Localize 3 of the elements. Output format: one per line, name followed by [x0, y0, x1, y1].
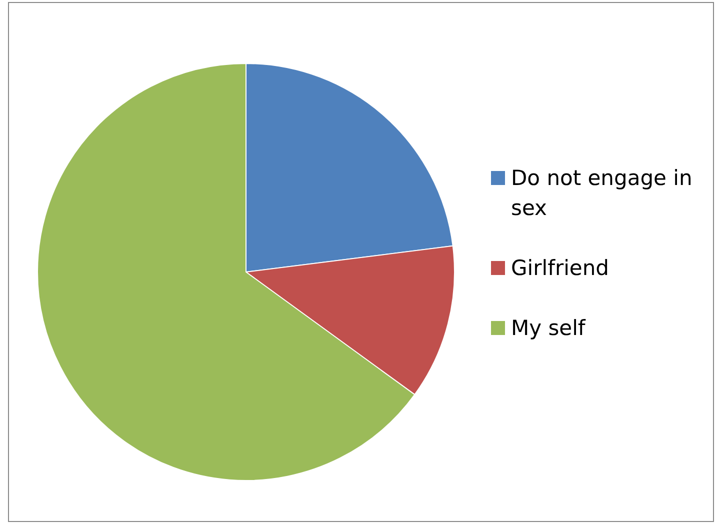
legend-label: Do not engage in sex — [511, 165, 694, 222]
legend-label: Girlfriend — [511, 255, 609, 282]
legend-label: My self — [511, 315, 586, 342]
